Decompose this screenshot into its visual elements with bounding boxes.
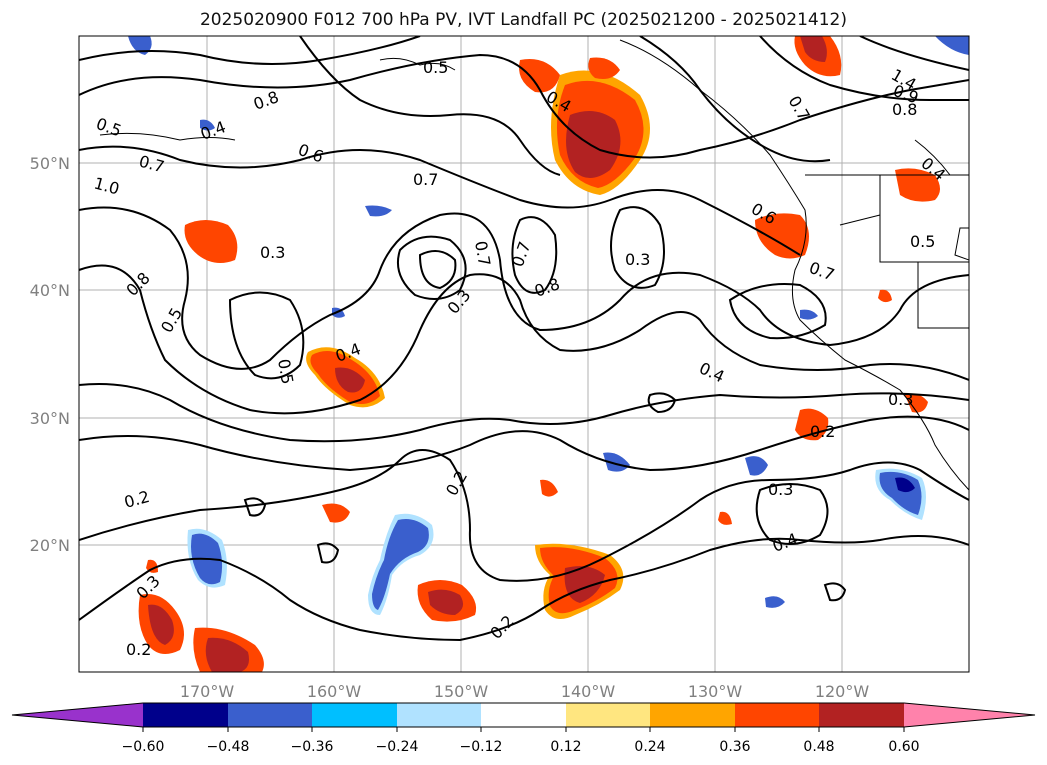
pv-contours — [79, 36, 969, 642]
colorbar-bin — [397, 703, 481, 727]
contour-label: 0.3 — [768, 480, 793, 499]
contour-label: 0.7 — [413, 170, 438, 189]
colorbar-tick: −0.36 — [291, 739, 334, 755]
lon-label: 150°W — [434, 682, 489, 701]
lon-label: 140°W — [561, 682, 616, 701]
lon-label: 130°W — [688, 682, 743, 701]
colorbar-tick: −0.12 — [460, 739, 503, 755]
colorbar-bin — [481, 703, 566, 727]
contour-label: 0.2 — [126, 640, 151, 659]
colorbar-extend-high — [904, 703, 1035, 727]
contour-label: 0.8 — [892, 100, 917, 119]
lat-label: 40°N — [30, 281, 70, 300]
colorbar-tick: 0.48 — [803, 739, 834, 755]
colorbar-tick: 0.12 — [550, 739, 581, 755]
contour-label: 0.3 — [888, 390, 913, 409]
latitude-labels: 50°N 40°N 30°N 20°N — [30, 154, 70, 555]
lat-label: 20°N — [30, 536, 70, 555]
lat-label: 50°N — [30, 154, 70, 173]
colorbar-tick: −0.48 — [207, 739, 250, 755]
plot-frame — [78, 35, 970, 673]
colorbar-tick: 0.36 — [719, 739, 750, 755]
lon-label: 120°W — [815, 682, 870, 701]
map-title: 2025020900 F012 700 hPa PV, IVT Landfall… — [199, 10, 847, 30]
colorbar-bin — [735, 703, 819, 727]
contour-label: 0.5 — [274, 357, 297, 385]
contour-label: 0.7 — [471, 239, 494, 267]
colorbar-tick: 0.60 — [888, 739, 919, 755]
lon-label: 160°W — [307, 682, 362, 701]
colorbar-bin — [650, 703, 735, 727]
colorbar-tick: 0.24 — [634, 739, 665, 755]
longitude-labels: 170°W 160°W 150°W 140°W 130°W 120°W — [180, 682, 870, 701]
lon-label: 170°W — [180, 682, 235, 701]
colorbar-tick: −0.60 — [122, 739, 165, 755]
plot-area — [79, 36, 969, 672]
contour-label: 0.2 — [810, 422, 835, 441]
contour-label: 0.3 — [260, 243, 285, 262]
contour-label: 0.5 — [910, 232, 935, 251]
colorbar-tick: −0.24 — [376, 739, 419, 755]
colorbar-bin — [566, 703, 650, 727]
colorbar-bin — [312, 703, 397, 727]
colorbar-bin — [228, 703, 312, 727]
colorbar-bin — [143, 703, 228, 727]
contour-label: 0.3 — [625, 250, 650, 269]
colorbar: −0.60 −0.48 −0.36 −0.24 −0.12 0.12 0.24 … — [11, 702, 1036, 755]
colorbar-bin — [819, 703, 904, 727]
lat-label: 30°N — [30, 409, 70, 428]
positive-ivt-regions — [138, 36, 940, 672]
contour-label: 0.5 — [423, 58, 448, 77]
colorbar-extend-low — [12, 703, 143, 727]
